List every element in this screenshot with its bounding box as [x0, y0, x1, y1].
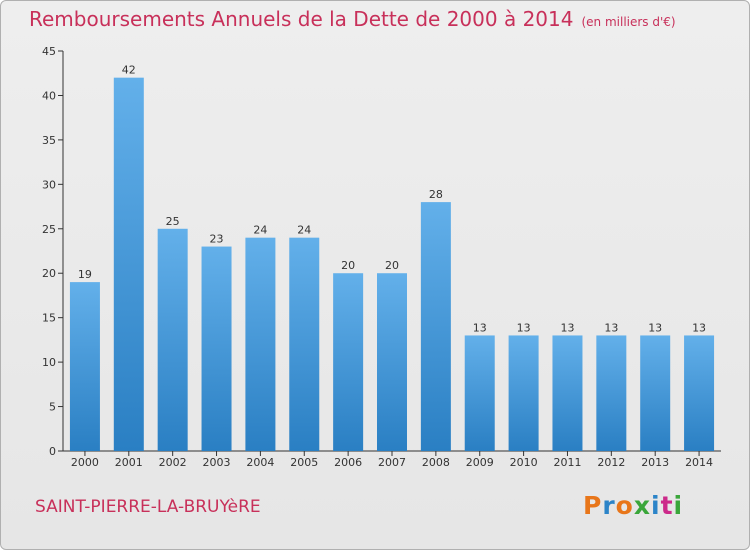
- x-tick-label-2013: 2013: [641, 456, 669, 469]
- x-tick-label-2011: 2011: [553, 456, 581, 469]
- y-tick-label: 45: [42, 45, 56, 58]
- data-label-2004: 24: [253, 224, 267, 237]
- data-label-2003: 23: [210, 233, 224, 246]
- y-tick-label: 5: [49, 401, 56, 414]
- proxiti-logo[interactable]: Proxiti: [583, 491, 683, 520]
- data-label-2009: 13: [473, 321, 487, 334]
- x-tick-label-2006: 2006: [334, 456, 362, 469]
- bar-2009: [464, 335, 495, 451]
- data-label-2000: 19: [78, 268, 92, 281]
- bar-2011: [552, 335, 583, 451]
- x-tick-label-2005: 2005: [290, 456, 318, 469]
- bar-2008: [420, 202, 451, 451]
- logo-letter: i: [673, 491, 684, 520]
- x-tick-label-2009: 2009: [466, 456, 494, 469]
- bars: [69, 77, 715, 452]
- y-axis: 0 5 10 15 20 25 30 35 40 45: [42, 45, 64, 458]
- y-tick-label: 15: [42, 312, 56, 325]
- logo-letter: x: [633, 491, 651, 520]
- data-labels: 19 42 25 23 24 24 20 20 28 13 13 13 13 13 13: [78, 64, 706, 335]
- bar-2007: [377, 273, 407, 451]
- x-tick-label-2014: 2014: [685, 456, 713, 469]
- bar-2013: [640, 335, 671, 451]
- bar-2000: [69, 282, 100, 451]
- x-tick-label-2010: 2010: [510, 456, 538, 469]
- data-label-2006: 20: [341, 259, 355, 272]
- y-tick-label: 0: [49, 445, 56, 458]
- x-tick-label-2001: 2001: [115, 456, 143, 469]
- chart-unit: (en milliers d'€): [581, 15, 676, 29]
- data-label-2013: 13: [648, 321, 662, 334]
- bar-2005: [289, 237, 320, 451]
- data-label-2007: 20: [385, 259, 399, 272]
- y-tick-label: 10: [42, 356, 56, 369]
- logo-letter: t: [660, 491, 674, 520]
- x-tick-label-2007: 2007: [378, 456, 406, 469]
- chart-title-text: Remboursements Annuels de la Dette de 20…: [29, 7, 574, 31]
- y-tick-label: 40: [42, 89, 56, 102]
- bar-2004: [245, 237, 276, 451]
- chart-title: Remboursements Annuels de la Dette de 20…: [29, 7, 676, 37]
- logo-letter: r: [602, 491, 616, 520]
- data-label-2010: 13: [517, 321, 531, 334]
- data-label-2014: 13: [692, 321, 706, 334]
- x-tick-label-2004: 2004: [246, 456, 274, 469]
- bar-2001: [113, 77, 144, 452]
- y-tick-label: 25: [42, 223, 56, 236]
- x-tick-label-2002: 2002: [159, 456, 187, 469]
- bar-2012: [596, 335, 627, 451]
- data-label-2011: 13: [560, 321, 574, 334]
- logo-letter: o: [615, 491, 634, 520]
- data-label-2012: 13: [604, 321, 618, 334]
- data-label-2002: 25: [166, 215, 180, 228]
- bar-2010: [508, 335, 539, 451]
- logo-letter: i: [651, 491, 661, 520]
- x-tick-label-2003: 2003: [203, 456, 231, 469]
- y-tick-label: 20: [42, 267, 56, 280]
- town-name: SAINT-PIERRE-LA-BRUYèRE: [35, 497, 261, 517]
- y-tick-label: 30: [42, 178, 56, 191]
- data-label-2001: 42: [122, 64, 136, 77]
- bar-2006: [333, 273, 364, 451]
- data-label-2005: 24: [297, 224, 311, 237]
- x-tick-label-2000: 2000: [71, 456, 99, 469]
- bar-2002: [157, 228, 188, 451]
- data-label-2008: 28: [429, 188, 443, 201]
- x-tick-label-2012: 2012: [597, 456, 625, 469]
- bar-2014: [684, 335, 715, 451]
- x-tick-label-2008: 2008: [422, 456, 450, 469]
- x-axis: 2000 2001 2002 2003 2004 2005 2006 2007 2008 2009…: [63, 450, 721, 469]
- bar-2003: [201, 246, 232, 451]
- logo-letter: P: [583, 491, 603, 520]
- y-tick-label: 35: [42, 134, 56, 147]
